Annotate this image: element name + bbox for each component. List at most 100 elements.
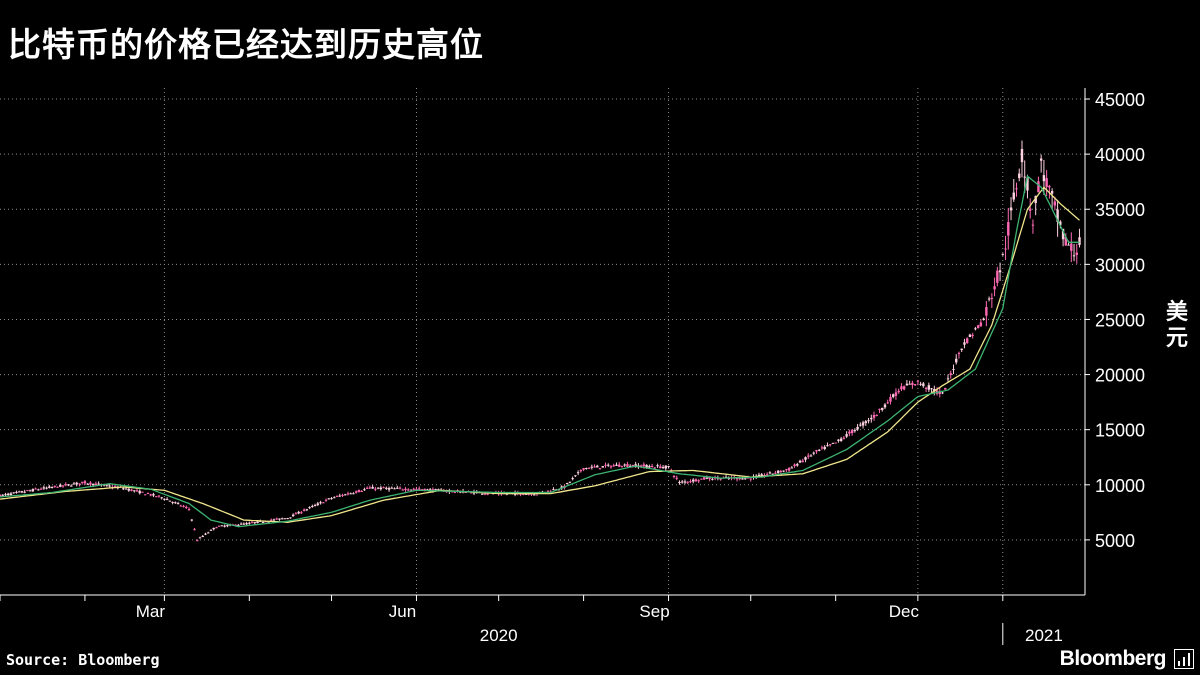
candle-body [1067, 244, 1070, 246]
candle-body [23, 491, 26, 493]
candle-body [1064, 237, 1068, 246]
candle-body [94, 483, 98, 486]
candle-body [97, 483, 100, 485]
candle-body [67, 484, 70, 486]
candle-body [776, 470, 780, 474]
candle-body [486, 493, 489, 495]
candle-body [322, 502, 325, 504]
candle-body [859, 424, 862, 426]
candle-body [856, 426, 859, 430]
y-axis-unit-label: 美元 [1165, 300, 1188, 351]
candle-body [919, 383, 922, 385]
y-tick-label: 45000 [1095, 90, 1145, 110]
candle-body [1, 494, 4, 496]
candle-body [944, 388, 947, 390]
y-tick-label: 30000 [1095, 255, 1145, 275]
y-tick-label: 40000 [1095, 145, 1145, 165]
candle-body [360, 490, 363, 492]
year-label: 2020 [480, 626, 518, 645]
candle-body [867, 420, 870, 422]
candle-body [724, 476, 728, 478]
candle-body [4, 494, 7, 496]
candle-body [223, 525, 226, 527]
candle-body [428, 489, 432, 491]
candle-body [565, 483, 569, 485]
candle-body [524, 493, 528, 495]
candle-body [998, 270, 1002, 273]
candle-body [146, 492, 150, 494]
candle-body [823, 446, 826, 450]
candle-body [955, 358, 958, 363]
candle-body [193, 529, 196, 531]
candle-body [974, 328, 977, 330]
candle-body [130, 489, 133, 491]
candle-body [653, 467, 657, 469]
candle-body [905, 383, 909, 386]
candle-body [1009, 207, 1013, 211]
candle-body [598, 468, 602, 470]
candle-body [234, 524, 237, 526]
candle-body [768, 472, 772, 474]
candle-body [220, 525, 224, 527]
candle-body [423, 488, 426, 491]
candle-body [154, 496, 158, 498]
candle-body [683, 481, 687, 483]
candle-body [59, 484, 62, 487]
candle-body [656, 465, 659, 467]
candle-body [157, 495, 161, 497]
brand-logo: Bloomberg [1059, 647, 1167, 670]
candle-body [316, 503, 320, 505]
candle-body [281, 518, 284, 520]
candle-body [420, 489, 424, 491]
candle-body [952, 369, 955, 371]
x-tick-label: Jun [389, 602, 416, 621]
candle-body [976, 325, 980, 329]
candle-body [872, 415, 876, 418]
candle-body [963, 342, 966, 345]
candle-body [735, 478, 739, 480]
candle-body [585, 468, 588, 470]
candle-body [785, 469, 788, 471]
candle-body [853, 430, 857, 432]
candle-body [949, 373, 952, 376]
candle-body [861, 422, 865, 426]
candle-body [1037, 181, 1040, 193]
candle-body [261, 521, 265, 523]
candle-body [886, 402, 889, 404]
candle-body [820, 447, 824, 449]
candle-body [527, 493, 531, 495]
candle-body [272, 519, 276, 521]
candle-body [75, 482, 78, 485]
candle-body [946, 378, 950, 380]
candle-body [796, 464, 799, 466]
candle-body [34, 488, 37, 490]
candle-body [83, 481, 87, 484]
candle-body [672, 476, 676, 478]
candle-body [870, 417, 873, 420]
candle-body [911, 382, 914, 385]
candle-body [437, 489, 440, 491]
candle-body [64, 484, 67, 486]
candle-body [889, 396, 892, 402]
candle-body [300, 512, 303, 514]
year-label: 2021 [1025, 626, 1063, 645]
candle-body [787, 468, 791, 471]
candle-body [341, 494, 344, 496]
candle-body [78, 483, 81, 485]
y-tick-label: 10000 [1095, 476, 1145, 496]
candle-body [196, 540, 199, 542]
candle-body [678, 481, 681, 484]
candle-body [127, 488, 130, 491]
candle-body [793, 464, 796, 467]
candle-body [691, 479, 695, 482]
candle-body [809, 455, 813, 457]
candle-body [922, 383, 925, 387]
candle-body [215, 527, 218, 529]
candle-body [927, 385, 931, 390]
candle-body [1078, 237, 1081, 245]
candle-body [705, 477, 709, 479]
candle-body [875, 414, 878, 416]
candle-body [91, 483, 95, 486]
candle-body [305, 509, 309, 511]
candle-body [571, 478, 574, 480]
